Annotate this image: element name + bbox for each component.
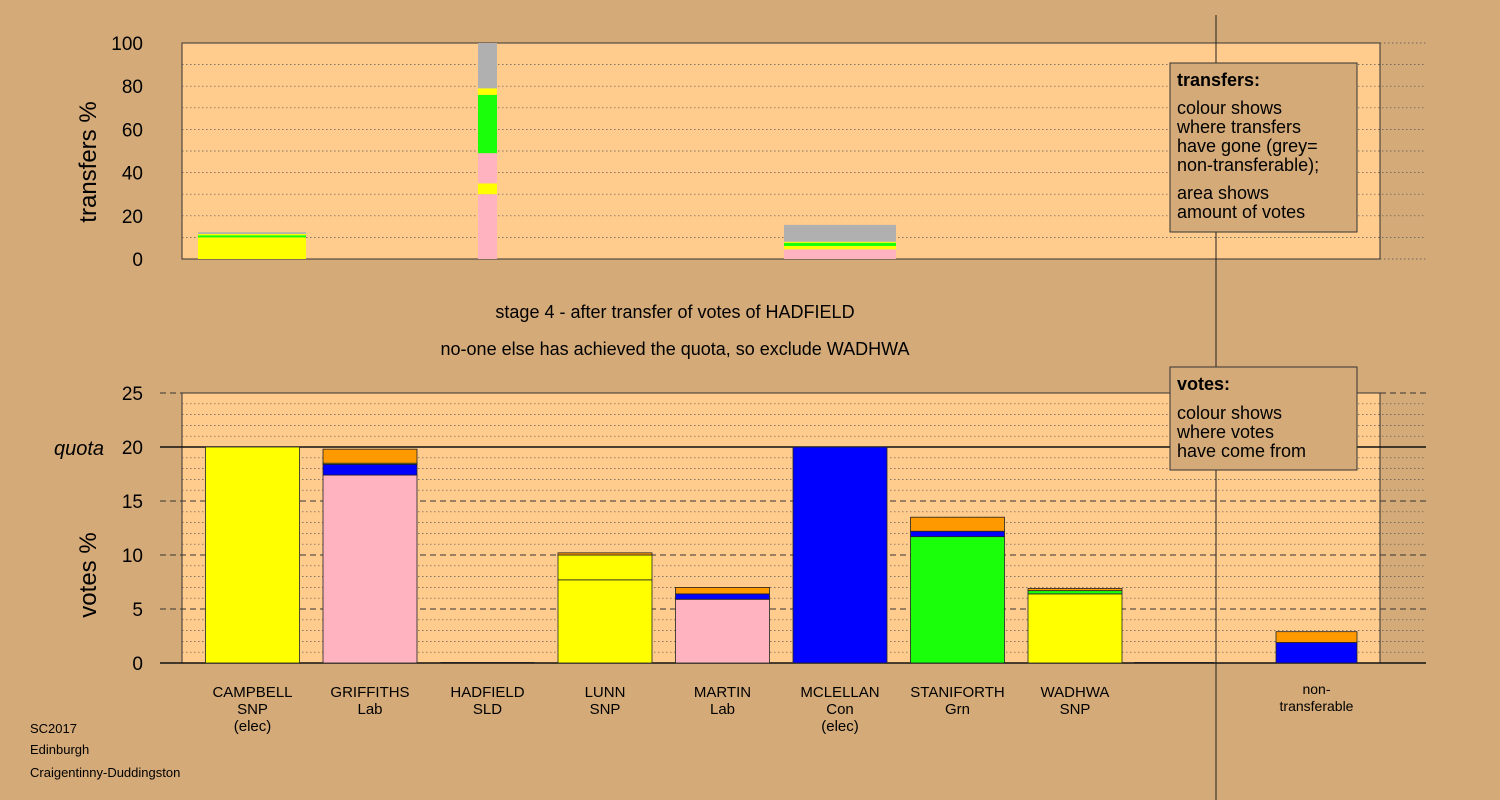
votes-y-tick-label: 10: [122, 546, 143, 567]
vote-segment: [675, 598, 770, 664]
footer-election: SC2017: [30, 721, 77, 736]
transfers-legend-title: transfers:: [1177, 70, 1260, 90]
transfers-legend-line: have gone (grey=: [1177, 136, 1318, 156]
quota-label: quota: [54, 438, 104, 460]
transfer-segment-lunn: [784, 241, 896, 243]
votes-legend-line: where votes: [1176, 422, 1274, 442]
vote-segment: [1275, 642, 1358, 664]
transfer-segment-campbell: [198, 237, 306, 259]
vote-bar-lunn: [557, 552, 653, 664]
transfer-segment-griffiths: [478, 88, 497, 95]
candidate-label: STANIFORTH: [910, 684, 1004, 701]
transfer-segment-campbell: [198, 233, 306, 236]
vote-bar-staniforth: [910, 516, 1005, 664]
candidate-label: Grn: [945, 701, 970, 718]
stage-title: stage 4 - after transfer of votes of HAD…: [495, 302, 854, 322]
transfer-segment-griffiths: [478, 94, 497, 154]
transfer-segment-griffiths: [478, 153, 497, 184]
transfer-segment-campbell: [198, 235, 306, 238]
transfers-legend-line: area shows: [1177, 183, 1269, 203]
transfers-y-tick-label: 20: [122, 207, 143, 228]
candidate-label: SNP: [590, 701, 621, 718]
votes-y-tick-label: 5: [132, 600, 143, 621]
votes-y-axis-label: votes %: [75, 532, 102, 617]
vote-segment: [322, 474, 418, 664]
vote-segment: [557, 554, 653, 581]
transfers-y-tick-label: 80: [122, 77, 143, 98]
footer-council: Edinburgh: [30, 742, 89, 757]
footer-ward: Craigentinny-Duddingston: [30, 765, 180, 780]
vote-bar-mclellan: [792, 446, 888, 664]
votes-legend-line: have come from: [1177, 441, 1306, 461]
vote-segment: [675, 587, 770, 595]
transfers-y-tick-label: 0: [132, 250, 143, 271]
candidate-label: (elec): [234, 718, 272, 735]
candidate-label: Lab: [357, 701, 382, 718]
transfers-y-tick-label: 60: [122, 120, 143, 141]
transfers-y-tick-label: 100: [111, 34, 143, 55]
vote-segment: [1275, 631, 1358, 643]
nontransferable-label: non-: [1302, 681, 1330, 697]
vote-segment: [557, 579, 653, 664]
vote-bar-nontransferable: [1275, 631, 1358, 664]
votes-legend-box: [1169, 366, 1358, 471]
vote-segment: [557, 552, 653, 556]
transfer-segment-lunn: [784, 224, 896, 242]
transfers-legend-line: non-transferable);: [1177, 155, 1319, 175]
votes-y-tick-label: 0: [132, 654, 143, 675]
vote-bar-wadhwa: [1027, 588, 1123, 664]
transfer-segment-lunn: [784, 242, 896, 247]
vote-segment: [1027, 588, 1123, 592]
vote-segment: [910, 530, 1005, 538]
vote-bar-griffiths: [322, 448, 418, 664]
candidate-label: LUNN: [585, 684, 626, 701]
nontransferable-label: transferable: [1280, 698, 1354, 714]
votes-legend: votes: colour shows where votes have com…: [1169, 366, 1358, 471]
transfer-segment-lunn: [784, 249, 896, 259]
stage-subtitle: no-one else has achieved the quota, so e…: [441, 339, 910, 359]
transfers-legend-line: where transfers: [1176, 117, 1301, 137]
transfer-segment-griffiths: [478, 194, 497, 259]
transfers-y-axis-label: transfers %: [75, 101, 102, 222]
votes-legend-line: colour shows: [1177, 403, 1282, 423]
vote-segment: [322, 448, 418, 464]
transfer-segment-lunn: [784, 246, 896, 250]
vote-segment: [675, 593, 770, 600]
candidate-label: (elec): [821, 718, 859, 735]
transfer-segment-griffiths: [478, 183, 497, 195]
candidate-label: WADHWA: [1041, 684, 1110, 701]
transfer-segment-griffiths: [478, 43, 497, 89]
votes-legend-title: votes:: [1177, 374, 1230, 394]
transfers-legend-line: amount of votes: [1177, 202, 1305, 222]
candidate-label: GRIFFITHS: [330, 684, 409, 701]
vote-segment: [1027, 590, 1123, 595]
vote-bar-martin: [675, 587, 770, 664]
candidate-label: CAMPBELL: [212, 684, 292, 701]
vote-bar-campbell: [205, 446, 300, 664]
transfer-segment-campbell: [198, 232, 306, 234]
candidate-label: HADFIELD: [450, 684, 524, 701]
transfers-legend: transfers: colour shows where transfers …: [1169, 62, 1358, 233]
candidate-label: SNP: [1060, 701, 1091, 718]
vote-segment: [1027, 593, 1123, 664]
vote-segment: [910, 516, 1005, 532]
votes-y-tick-label: 25: [122, 384, 143, 405]
candidate-label: SNP: [237, 701, 268, 718]
vote-segment: [322, 463, 418, 476]
transfers-y-tick-label: 40: [122, 164, 143, 185]
candidate-label: SLD: [473, 701, 502, 718]
vote-segment: [910, 536, 1005, 664]
candidate-label: MCLELLAN: [800, 684, 879, 701]
vote-segment: [792, 446, 888, 664]
candidate-label: Lab: [710, 701, 735, 718]
votes-y-tick-label: 20: [122, 438, 143, 459]
transfers-legend-line: colour shows: [1177, 98, 1282, 118]
votes-y-tick-label: 15: [122, 492, 143, 513]
candidate-label: MARTIN: [694, 684, 751, 701]
candidate-label: Con: [826, 701, 854, 718]
vote-segment: [205, 446, 300, 664]
transfers-legend-box: [1169, 62, 1358, 233]
